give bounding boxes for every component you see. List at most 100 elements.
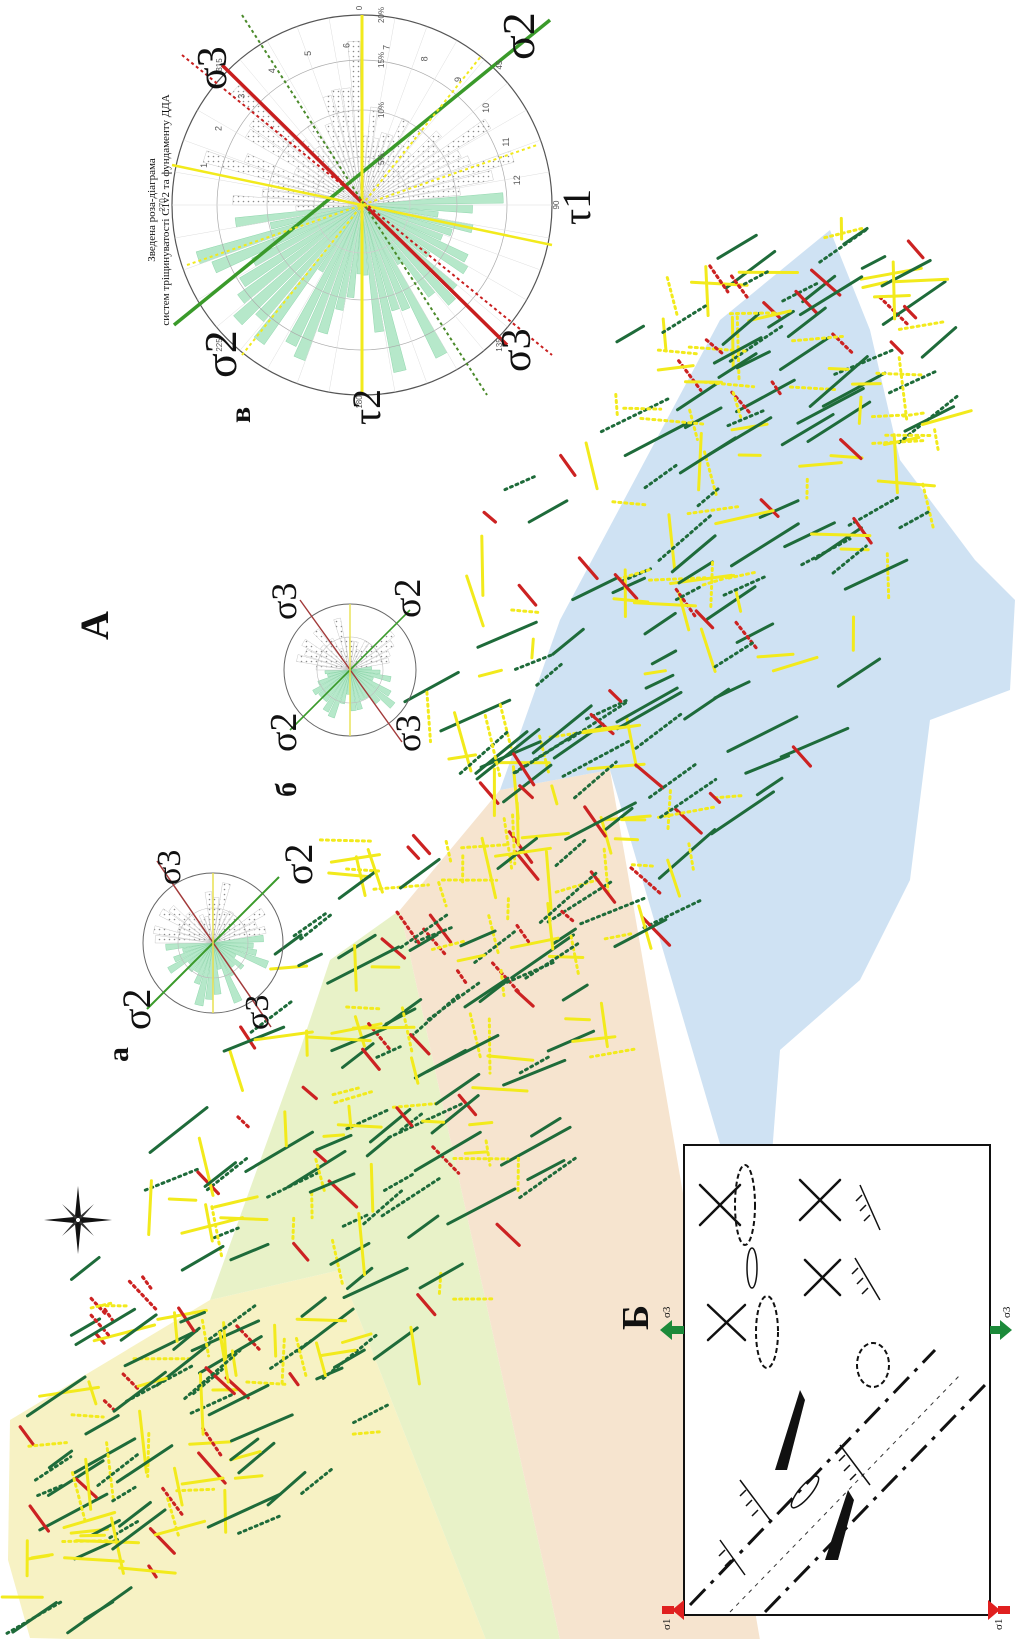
rose-c-degree-tick: 180	[355, 395, 364, 409]
fracture-line	[283, 1110, 288, 1148]
fracture-line	[471, 1086, 529, 1093]
rose-petal	[315, 665, 351, 671]
fracture-line	[431, 1145, 461, 1175]
fracture-line	[708, 264, 730, 294]
fracture-line	[703, 450, 718, 497]
fracture-line	[460, 843, 509, 850]
panel-label-main: А	[72, 611, 117, 640]
rose-petal	[327, 669, 351, 719]
fracture-line	[212, 1226, 240, 1240]
rose-b-sigma2-label: σ2	[263, 713, 305, 752]
rose-petal	[349, 666, 373, 671]
fracture-line	[38, 1492, 109, 1532]
fracture-line	[409, 1325, 421, 1386]
fracture-line	[717, 352, 758, 379]
rose-petal	[339, 648, 351, 671]
fracture-line	[197, 1136, 215, 1197]
rose-c-degree-tick: 225	[215, 338, 224, 352]
fracture-line	[361, 1047, 381, 1071]
fracture-line	[783, 521, 836, 549]
stress-model-inset: σ1 σ1 σ3 σ3	[660, 1144, 1013, 1630]
rose-petal	[158, 908, 214, 944]
fracture-line	[796, 387, 865, 425]
rose-petal	[173, 942, 214, 963]
fracture-line	[437, 881, 448, 908]
fracture-line	[674, 587, 698, 619]
fracture-line	[686, 504, 742, 516]
fracture-line	[839, 438, 863, 461]
panel-label-rose-c: в	[224, 407, 257, 423]
rose-c-sector-number: 4	[267, 68, 277, 73]
fracture-line	[705, 585, 757, 621]
zone-4-blue	[500, 230, 1015, 1280]
rose-petal	[212, 934, 264, 944]
fracture-line	[411, 833, 432, 856]
fracture-line	[372, 1326, 419, 1361]
fracture-line	[656, 364, 695, 372]
fracture-line	[554, 877, 602, 894]
fracture-line	[735, 315, 741, 381]
fracture-line	[794, 289, 819, 315]
fracture-line	[577, 556, 599, 581]
sigma3-arrow-left	[660, 1320, 672, 1340]
fracture-line	[87, 1380, 98, 1406]
rose-petal	[339, 669, 351, 705]
rose-petal	[301, 638, 351, 671]
panel-label-rose-b: б	[270, 782, 303, 797]
fracture-line	[230, 1349, 238, 1377]
fracture-line	[727, 571, 756, 580]
rose-petal	[153, 925, 214, 944]
fracture-line	[767, 309, 795, 329]
fracture-line	[352, 1402, 393, 1425]
fracture-line	[408, 933, 439, 952]
rose-petal	[211, 204, 363, 274]
fracture-line	[118, 1566, 177, 1575]
fracture-line	[524, 941, 581, 980]
fracture-line	[510, 608, 540, 614]
fracture-line	[871, 439, 928, 445]
rose-petal	[317, 204, 363, 335]
rose-c-title: Зведена роза-діаграма систем тріщинувато…	[146, 94, 172, 325]
fracture-line	[735, 350, 771, 370]
rose-petal	[293, 168, 363, 206]
rose-petal	[248, 117, 363, 206]
fracture-line	[531, 704, 593, 755]
rose-petal	[349, 669, 365, 701]
rose-petal	[349, 669, 374, 681]
rose-petal	[349, 650, 391, 671]
fracture-line	[482, 510, 497, 524]
fracture-line	[430, 1094, 480, 1135]
inset-sigma3-left-label: σ3	[661, 1306, 673, 1318]
fracture-line	[726, 409, 765, 428]
fracture-line	[331, 1086, 361, 1097]
fracture-line	[38, 1385, 100, 1398]
fracture-line	[269, 1339, 313, 1370]
fracture-line	[571, 1035, 617, 1043]
fracture-line	[480, 836, 498, 900]
fracture-line	[502, 763, 553, 804]
fracture-line	[167, 1197, 198, 1202]
fracture-line	[89, 1301, 116, 1310]
rose-petal	[212, 942, 245, 970]
fracture-line	[684, 380, 723, 384]
fracture-line	[551, 927, 577, 946]
fracture-line	[759, 498, 780, 519]
inset-sigma1-right-label: σ1	[993, 1619, 1005, 1630]
fracture-line	[425, 690, 432, 744]
fracture-line	[447, 753, 478, 761]
rose-c-degree-tick: 90	[552, 200, 561, 209]
fracture-line	[414, 925, 455, 944]
fracture-line	[148, 1106, 209, 1154]
fracture-line	[875, 371, 925, 377]
fracture-line	[648, 576, 707, 582]
rose-petal	[182, 942, 214, 953]
fracture-line	[701, 573, 737, 587]
fracture-line	[551, 627, 585, 656]
fracture-line	[770, 380, 784, 398]
rose-petal	[349, 649, 360, 671]
rose-c-title-line-1: Зведена роза-діаграма	[146, 158, 158, 262]
fracture-line	[612, 597, 650, 604]
fracture-line	[902, 304, 918, 320]
rose-petal	[322, 669, 351, 703]
fracture-line	[173, 1311, 179, 1343]
